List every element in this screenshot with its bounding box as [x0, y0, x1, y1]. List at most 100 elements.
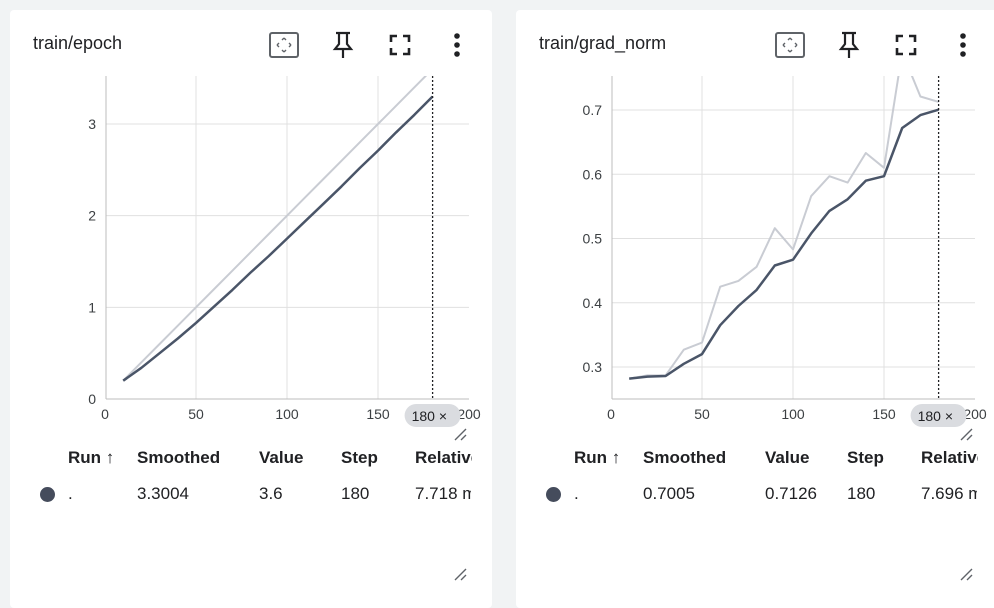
y-tick-label: 0.3 — [583, 359, 603, 375]
smoothed-data-point — [737, 305, 739, 307]
more-options-button[interactable] — [440, 28, 474, 62]
raw-data-point — [865, 152, 867, 154]
smoothed-data-point — [249, 271, 251, 273]
column-header-relative[interactable]: Relative — [921, 448, 978, 467]
fit-domain-button[interactable] — [773, 28, 807, 62]
fit-domain-icon — [269, 32, 299, 58]
fit-domain-button[interactable] — [267, 28, 301, 62]
run-color-dot — [40, 487, 55, 502]
line-chart[interactable]: 0 50 100 150 200 0 1 2 3 180 × — [10, 10, 492, 450]
smoothed-data-point — [413, 114, 415, 116]
raw-data-point — [919, 95, 921, 97]
x-tick-label: 0 — [101, 406, 109, 422]
y-tick-label: 0 — [88, 391, 96, 407]
resize-icon — [454, 568, 467, 581]
raw-data-point — [195, 306, 197, 308]
more-options-button[interactable] — [946, 28, 980, 62]
value: 3.6 — [259, 484, 283, 503]
raw-data-point — [395, 104, 397, 106]
column-header-run[interactable]: Run ↑ — [574, 448, 621, 467]
raw-data-point — [359, 141, 361, 143]
column-header-run[interactable]: Run ↑ — [68, 448, 115, 467]
smoothed-data-point — [322, 203, 324, 205]
smoothed-data-point — [377, 149, 379, 151]
fullscreen-button[interactable] — [889, 28, 923, 62]
smoothed-data-point — [810, 232, 812, 234]
pin-icon — [838, 31, 860, 58]
raw-data-point — [286, 214, 288, 216]
run-name: . — [574, 484, 579, 503]
y-tick-label: 0.5 — [583, 231, 603, 247]
smoothed-data-point — [213, 305, 215, 307]
raw-data-point — [883, 167, 885, 169]
y-tick-label: 0.4 — [583, 295, 603, 311]
column-header-value[interactable]: Value — [259, 448, 304, 467]
relative-time: 7.718 m — [415, 484, 471, 503]
x-tick-label: 50 — [188, 406, 204, 422]
y-tick-label: 1 — [88, 299, 96, 315]
smoothed-value: 3.3004 — [137, 484, 189, 503]
raw-series-line — [629, 76, 939, 380]
card-resize-handle[interactable] — [958, 566, 974, 587]
smoothed-data-point — [340, 185, 342, 187]
smoothed-data-point — [755, 289, 757, 291]
card-resize-handle[interactable] — [452, 566, 468, 587]
smoothed-data-point — [883, 175, 885, 177]
smoothed-data-point — [774, 264, 776, 266]
raw-data-point — [304, 196, 306, 198]
smoothed-data-point — [846, 198, 848, 200]
smoothed-data-point — [195, 322, 197, 324]
x-tick-label: 150 — [872, 406, 896, 422]
smoothed-data-point — [304, 220, 306, 222]
hover-step-label: 180 × — [918, 408, 953, 424]
smoothed-data-point — [719, 324, 721, 326]
chart-resize-handle[interactable] — [452, 426, 468, 447]
pin-button[interactable] — [326, 28, 360, 62]
raw-data-point — [140, 361, 142, 363]
smoothed-data-point — [683, 363, 685, 365]
run-name: . — [68, 484, 73, 503]
raw-data-point — [828, 175, 830, 177]
x-tick-label: 100 — [781, 406, 805, 422]
raw-data-point — [810, 195, 812, 197]
relative-time: 7.696 m — [921, 484, 977, 503]
raw-data-point — [158, 343, 160, 345]
x-tick-label: 50 — [694, 406, 710, 422]
column-header-step[interactable]: Step — [341, 448, 378, 467]
smoothed-data-point — [231, 289, 233, 291]
line-chart[interactable]: 0 50 100 150 200 0.3 0.4 0.5 0.6 0.7 180 × — [516, 10, 994, 450]
fit-domain-icon — [775, 32, 805, 58]
run-color-dot — [546, 487, 561, 502]
y-tick-label: 2 — [88, 208, 96, 224]
fullscreen-button[interactable] — [383, 28, 417, 62]
column-header-smoothed[interactable]: Smoothed — [137, 448, 221, 467]
column-header-value[interactable]: Value — [765, 448, 810, 467]
smoothed-series-line — [629, 108, 939, 380]
raw-data-point — [701, 341, 703, 343]
pin-icon — [332, 31, 354, 58]
pin-button[interactable] — [832, 28, 866, 62]
raw-data-point — [413, 86, 415, 88]
raw-data-point — [683, 348, 685, 350]
raw-data-point — [231, 269, 233, 271]
raw-data-point — [340, 159, 342, 161]
x-tick-label: 0 — [607, 406, 615, 422]
column-header-smoothed[interactable]: Smoothed — [643, 448, 727, 467]
raw-data-point — [177, 324, 179, 326]
column-header-step[interactable]: Step — [847, 448, 884, 467]
fullscreen-icon — [389, 34, 411, 56]
y-tick-label: 0.6 — [583, 166, 603, 182]
smoothed-data-point — [664, 375, 666, 377]
smoothed-data-point — [792, 259, 794, 261]
column-header-relative[interactable]: Relative — [415, 448, 472, 467]
smoothed-data-point — [628, 377, 630, 379]
hover-step-chip — [910, 404, 967, 427]
smoothed-data-point — [158, 352, 160, 354]
smoothed-data-point — [122, 379, 124, 381]
raw-data-point — [322, 178, 324, 180]
smoothed-data-point — [268, 255, 270, 257]
smoothed-data-point — [286, 237, 288, 239]
chart-resize-handle[interactable] — [958, 426, 974, 447]
smoothed-data-point — [919, 114, 921, 116]
